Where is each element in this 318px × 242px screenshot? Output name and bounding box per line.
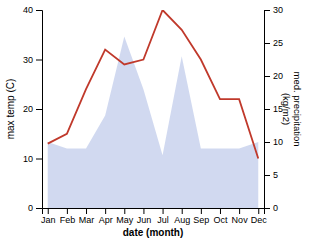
y2-tick: 5 bbox=[264, 170, 278, 180]
tick-label: Nov bbox=[232, 215, 249, 225]
tick-label: 40 bbox=[23, 5, 33, 15]
tick-label: Apr bbox=[99, 215, 113, 225]
axis-domain bbox=[36, 11, 43, 209]
tick-label: 10 bbox=[23, 154, 33, 164]
tick-mark bbox=[36, 10, 42, 11]
y2-tick: 15 bbox=[264, 104, 283, 114]
tick-label: 20 bbox=[23, 104, 33, 114]
line bbox=[48, 10, 259, 159]
tick-label: Feb bbox=[60, 215, 76, 225]
tick-mark bbox=[264, 76, 270, 77]
marks bbox=[48, 10, 259, 208]
tick-mark bbox=[143, 208, 144, 214]
axis-domain bbox=[43, 209, 265, 215]
tick-label: May bbox=[116, 215, 134, 225]
tick-label: 25 bbox=[273, 38, 283, 48]
tick-label: 0 bbox=[273, 203, 278, 213]
tick-label: 0 bbox=[28, 203, 33, 213]
tick-label: Jan bbox=[41, 215, 56, 225]
y-tick: 10 bbox=[23, 154, 42, 164]
y2-axis-title-line: med. precipitation bbox=[292, 72, 303, 147]
tick-label: 5 bbox=[273, 170, 278, 180]
tick-mark bbox=[220, 208, 221, 214]
chart: Jan FebMar AprMayJun Jul AugSep Oct NovDec 0 10 2… bbox=[0, 0, 318, 242]
tick-mark bbox=[86, 208, 87, 214]
x-tick: Mar bbox=[79, 208, 95, 225]
tick-label: Aug bbox=[174, 215, 190, 225]
tick-mark bbox=[258, 208, 259, 214]
tick-label: 10 bbox=[273, 137, 283, 147]
tick-mark bbox=[239, 208, 240, 214]
y2-tick: 30 bbox=[264, 5, 283, 15]
tick-mark bbox=[264, 43, 270, 44]
tick-label: Mar bbox=[79, 215, 95, 225]
x-tick: Aug bbox=[174, 208, 190, 225]
x-tick: Feb bbox=[60, 208, 76, 225]
axis-domain bbox=[265, 11, 271, 209]
tick-mark bbox=[163, 208, 164, 214]
x-tick: Jun bbox=[137, 208, 152, 225]
x-tick: Sep bbox=[193, 208, 209, 225]
tick-mark bbox=[67, 208, 68, 214]
y2-axis-title-line: (kg/m2) bbox=[281, 93, 292, 125]
tick-mark bbox=[124, 208, 125, 214]
tick-label: Jul bbox=[157, 215, 169, 225]
y-axis-title: max temp (C) bbox=[5, 79, 16, 140]
y2-axis-title: med. precipitation(kg/m2) bbox=[281, 72, 303, 147]
x-axis: Jan FebMar AprMayJun Jul AugSep Oct NovDec bbox=[41, 208, 267, 225]
tick-label: 20 bbox=[273, 71, 283, 81]
x-axis-title: date (month) bbox=[123, 227, 184, 238]
tick-mark bbox=[264, 208, 270, 209]
tick-label: Sep bbox=[193, 215, 209, 225]
tick-label: Oct bbox=[213, 215, 228, 225]
y-tick: 0 bbox=[28, 203, 42, 213]
x-tick: Apr bbox=[99, 208, 113, 225]
y-tick: 30 bbox=[23, 55, 42, 65]
area bbox=[48, 36, 259, 208]
tick-mark bbox=[36, 159, 42, 160]
tick-mark bbox=[36, 60, 42, 61]
y2-tick: 0 bbox=[264, 203, 278, 213]
tick-mark bbox=[264, 142, 270, 143]
tick-mark bbox=[105, 208, 106, 214]
tick-label: 30 bbox=[273, 5, 283, 15]
y-axis: 0 10 20 30 40 bbox=[23, 5, 43, 213]
plot: Jan FebMar AprMayJun Jul AugSep Oct NovDec 0 10 2… bbox=[5, 5, 303, 238]
y-tick: 40 bbox=[23, 5, 42, 15]
tick-mark bbox=[264, 10, 270, 11]
x-tick: Jul bbox=[157, 208, 169, 225]
y2-tick: 25 bbox=[264, 38, 283, 48]
y2-tick: 20 bbox=[264, 71, 283, 81]
tick-mark bbox=[36, 208, 42, 209]
x-tick: Dec bbox=[251, 208, 268, 225]
tick-label: Dec bbox=[251, 215, 268, 225]
x-tick: Nov bbox=[232, 208, 249, 225]
tick-mark bbox=[201, 208, 202, 214]
tick-mark bbox=[36, 109, 42, 110]
x-tick: Jan bbox=[41, 208, 56, 225]
tick-mark bbox=[264, 109, 270, 110]
tick-mark bbox=[182, 208, 183, 214]
tick-mark bbox=[264, 175, 270, 176]
x-tick: May bbox=[116, 208, 134, 225]
x-tick: Oct bbox=[213, 208, 228, 225]
tick-label: Jun bbox=[137, 215, 152, 225]
y2-axis: 0 5 10 15 20 25 30 bbox=[264, 5, 283, 213]
y2-tick: 10 bbox=[264, 137, 283, 147]
y-tick: 20 bbox=[23, 104, 42, 114]
tick-mark bbox=[48, 208, 49, 214]
tick-label: 30 bbox=[23, 55, 33, 65]
